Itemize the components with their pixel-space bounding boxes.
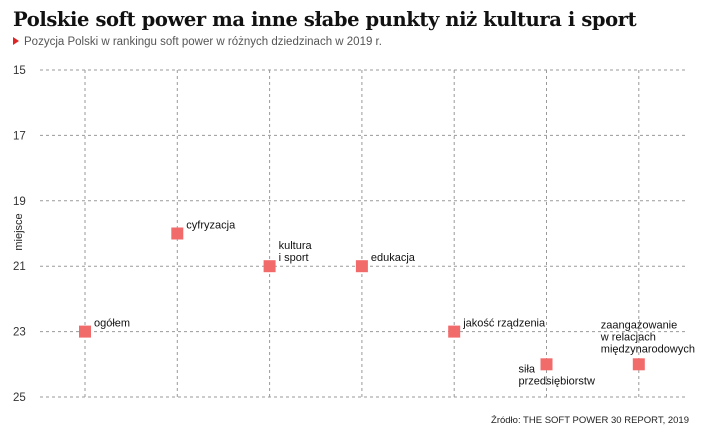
- data-point-marker: [263, 260, 276, 273]
- data-point-marker: [171, 227, 184, 240]
- data-point-label: jakość rządzenia: [462, 318, 546, 330]
- data-point-label: siła: [519, 363, 536, 375]
- data-point-label: i sport: [279, 252, 309, 264]
- data-point-label: w relacjach: [600, 331, 656, 343]
- data-point-label: zaangażowanie: [601, 319, 677, 331]
- grid-lines: [40, 69, 686, 398]
- y-tick-label: 21: [13, 261, 26, 273]
- data-point-marker: [632, 358, 645, 371]
- data-point-label: cyfryzacja: [186, 220, 236, 232]
- source-note: Źródło: THE SOFT POWER 30 REPORT, 2019: [491, 415, 689, 426]
- data-point-label: międzynarodowych: [601, 343, 695, 355]
- y-axis-ticks: 15 17 19 21 23 25: [13, 65, 26, 404]
- data-point-marker: [448, 325, 461, 338]
- data-point-label: kultura: [279, 240, 313, 252]
- subtitle-text: Pozycja Polski w rankingu soft power w r…: [24, 36, 382, 48]
- data-point-label: przedsiębiorstw: [519, 375, 595, 387]
- triangle-marker-icon: [13, 37, 19, 45]
- y-tick-label: 19: [13, 196, 26, 208]
- chart-title: Polskie soft power ma inne słabe punkty …: [13, 8, 637, 31]
- data-point-marker: [355, 260, 368, 273]
- y-tick-label: 25: [13, 392, 26, 404]
- y-axis-label: miejsce: [13, 213, 25, 250]
- data-point-label: ogółem: [94, 318, 130, 330]
- data-point-marker: [540, 358, 553, 371]
- chart-subtitle: Pozycja Polski w rankingu soft power w r…: [13, 36, 382, 48]
- data-point-marker: [79, 325, 91, 338]
- y-tick-label: 17: [13, 130, 26, 142]
- data-point-label: edukacja: [371, 252, 416, 264]
- y-tick-label: 23: [13, 327, 26, 339]
- y-tick-label: 15: [13, 65, 26, 77]
